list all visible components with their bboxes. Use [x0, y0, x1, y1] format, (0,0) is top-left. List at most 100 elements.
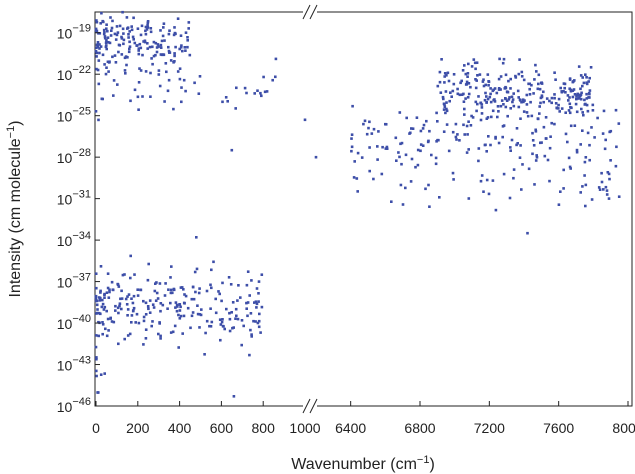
- data-point: [410, 127, 413, 130]
- data-point: [472, 58, 476, 61]
- data-point: [581, 129, 584, 132]
- data-point: [485, 150, 488, 153]
- data-point: [121, 273, 125, 277]
- data-point: [103, 63, 106, 66]
- data-point: [205, 319, 209, 323]
- data-point: [581, 185, 584, 188]
- data-point: [120, 289, 123, 293]
- data-point: [550, 101, 553, 105]
- data-point: [159, 302, 163, 305]
- x-tick-label: 7600: [543, 420, 574, 436]
- data-point: [106, 317, 110, 321]
- data-point: [96, 308, 99, 311]
- data-point: [128, 47, 131, 51]
- data-point: [265, 90, 269, 93]
- data-point: [181, 332, 184, 335]
- data-point: [491, 109, 495, 113]
- data-point: [459, 81, 462, 85]
- data-point: [133, 88, 137, 92]
- data-point: [350, 145, 354, 149]
- data-point: [136, 27, 140, 30]
- data-point: [303, 118, 307, 122]
- data-point: [372, 127, 376, 131]
- data-point: [189, 326, 192, 330]
- data-point: [546, 158, 550, 162]
- data-point: [195, 267, 199, 271]
- data-point: [438, 80, 442, 84]
- data-point: [152, 54, 156, 58]
- data-point: [110, 320, 114, 323]
- data-point: [260, 273, 264, 276]
- data-point: [583, 98, 586, 102]
- x-tick-label: 0: [92, 420, 100, 436]
- data-point: [163, 294, 167, 297]
- data-point: [581, 111, 584, 114]
- data-point: [503, 87, 507, 90]
- data-point: [351, 104, 354, 108]
- data-point: [131, 301, 135, 305]
- data-point: [159, 337, 162, 340]
- data-point: [584, 102, 587, 106]
- data-point: [95, 303, 99, 307]
- data-point: [255, 287, 259, 290]
- data-point: [245, 283, 249, 287]
- data-point: [540, 94, 544, 97]
- data-point: [368, 120, 371, 124]
- data-point: [170, 288, 173, 292]
- data-point: [235, 86, 238, 90]
- data-point: [544, 116, 548, 119]
- data-point: [144, 337, 148, 340]
- data-point: [151, 303, 155, 306]
- data-point: [480, 103, 484, 106]
- data-point: [173, 52, 176, 55]
- data-point: [539, 101, 542, 105]
- data-point: [111, 55, 114, 59]
- data-point: [477, 147, 481, 150]
- data-point: [365, 132, 369, 136]
- data-point: [528, 93, 532, 96]
- data-point: [187, 27, 190, 30]
- data-point: [535, 156, 539, 159]
- data-point: [95, 312, 98, 315]
- data-point: [390, 200, 393, 203]
- data-point: [210, 320, 214, 324]
- data-point: [168, 51, 172, 54]
- data-point: [385, 145, 389, 149]
- data-point: [525, 111, 529, 114]
- data-point: [155, 291, 159, 295]
- data-point: [452, 82, 456, 86]
- data-point: [112, 79, 116, 82]
- data-point: [144, 70, 148, 73]
- data-point: [495, 91, 499, 95]
- data-point: [398, 155, 401, 159]
- data-point: [428, 129, 431, 133]
- data-point: [95, 19, 98, 22]
- data-point: [125, 303, 129, 306]
- data-point: [161, 34, 165, 38]
- data-point: [174, 306, 177, 309]
- data-point: [585, 103, 589, 107]
- data-point: [587, 80, 590, 83]
- data-point: [176, 70, 180, 73]
- data-point: [274, 57, 278, 61]
- data-point: [564, 132, 568, 136]
- data-point: [411, 127, 415, 130]
- data-point: [168, 29, 171, 32]
- data-point: [169, 276, 172, 279]
- data-point: [226, 100, 229, 103]
- data-point: [102, 28, 106, 32]
- data-point: [234, 307, 238, 311]
- data-point: [575, 110, 579, 114]
- data-point: [135, 312, 139, 316]
- data-point: [584, 156, 588, 159]
- data-point: [500, 99, 504, 102]
- data-point: [571, 89, 575, 92]
- data-point: [101, 298, 104, 302]
- x-tick-label: 200: [126, 420, 150, 436]
- data-point: [169, 59, 173, 62]
- data-point: [103, 36, 107, 40]
- data-point: [582, 113, 585, 117]
- data-point: [220, 299, 223, 303]
- data-point: [368, 169, 371, 173]
- data-point: [579, 74, 583, 77]
